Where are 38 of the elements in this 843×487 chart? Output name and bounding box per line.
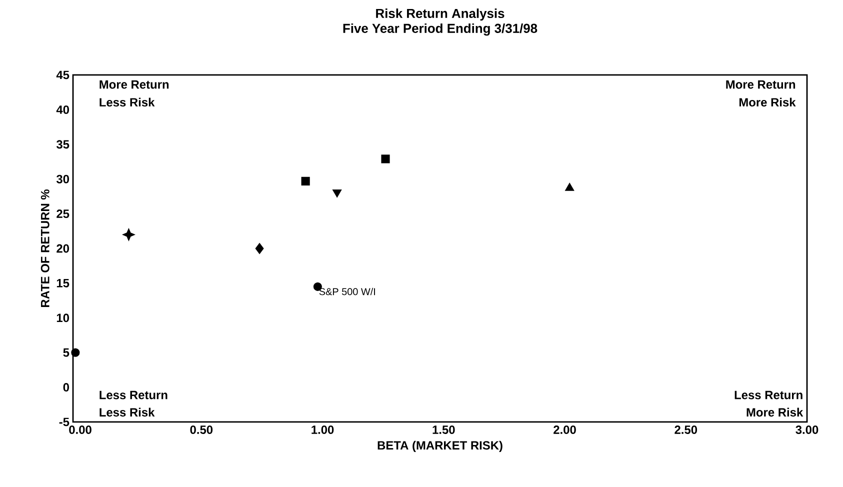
annotation: More Return xyxy=(726,80,796,89)
annotation: Less Risk xyxy=(100,98,155,107)
annotation: Less Risk xyxy=(100,408,155,417)
x-tick-label: 0.00 xyxy=(69,426,92,434)
y-tick-label: 40 xyxy=(56,105,69,114)
y-tick-label: 30 xyxy=(56,174,69,184)
x-tick-label: 0.50 xyxy=(190,426,213,434)
y-tick-label: 10 xyxy=(56,314,69,322)
series-label: S&P 500 W/I xyxy=(319,288,375,296)
x-tick-label: 2.00 xyxy=(554,426,576,434)
y-tick-label: 20 xyxy=(56,244,69,253)
point xyxy=(381,154,390,164)
annotation: More Risk xyxy=(739,98,796,107)
point xyxy=(565,183,574,191)
y-tick-label: 45 xyxy=(56,70,70,80)
point xyxy=(255,243,264,254)
chart-subtitle: Five Year Period Ending 3/31/98 xyxy=(343,23,538,36)
y-tick-label: 25 xyxy=(56,210,70,218)
y-tick-label: 15 xyxy=(56,279,70,288)
x-axis-title: BETA (MARKET RISK) xyxy=(378,440,502,452)
point xyxy=(332,189,342,198)
y-tick-label: 0 xyxy=(63,383,69,392)
point xyxy=(123,228,134,240)
y-tick-label: -5 xyxy=(59,418,70,426)
chart-title: Risk Return Analysis xyxy=(376,8,504,21)
y-tick-label: 35 xyxy=(56,140,70,149)
annotation: Less Return xyxy=(100,390,168,400)
x-tick-label: 1.00 xyxy=(312,426,334,434)
point xyxy=(301,176,310,186)
point xyxy=(71,348,80,357)
x-tick-label: 3.00 xyxy=(796,426,818,434)
y-tick-label: 5 xyxy=(63,348,70,357)
x-tick-label: 2.50 xyxy=(674,426,698,434)
annotation: Less Return xyxy=(734,390,802,400)
y-axis-title: RATE OF RETURN % xyxy=(40,189,50,308)
annotation: More Risk xyxy=(746,408,804,417)
x-tick-label: 1.50 xyxy=(432,426,455,434)
annotation: More Return xyxy=(100,80,169,89)
